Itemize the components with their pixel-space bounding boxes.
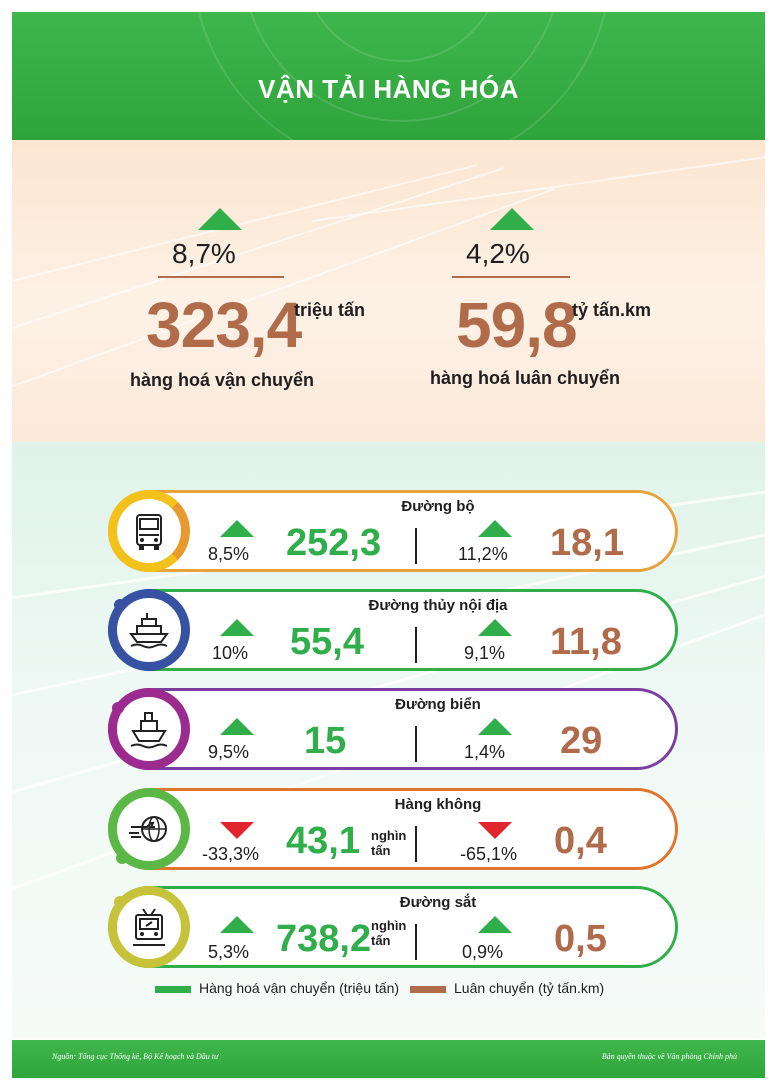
row-frame [108, 688, 678, 770]
up-arrow-icon [198, 208, 242, 230]
mode-name: Đường biển [395, 696, 481, 713]
rotation-change: 0,9% [462, 942, 504, 962]
separator [415, 726, 417, 762]
mode-row-inland-waterway: Đường thủy nội địa 10% 55,4 9,1% 11,8 [108, 589, 678, 671]
mode-row-road: Đường bộ 8,5% 252,3 11,2% 18,1 [108, 490, 678, 572]
row-frame [108, 589, 678, 671]
legend-swatch [155, 986, 191, 993]
separator [415, 826, 417, 862]
transport-unit: nghìn tấn [371, 828, 407, 858]
rotation-change: -65,1% [460, 844, 518, 864]
train-icon [108, 886, 190, 968]
transport-change: 9,5% [208, 742, 250, 762]
truck-icon [108, 490, 190, 572]
mode-name: Đường thủy nội địa [368, 597, 508, 614]
mode-name: Đường bộ [401, 498, 475, 515]
up-arrow-icon [220, 916, 254, 933]
transport-unit: nghìn tấn [371, 918, 407, 948]
rotation-value: 11,8 [550, 621, 622, 663]
rotation-change: 9,1% [464, 643, 506, 663]
legend-label: Hàng hoá vận chuyển (triệu tấn) [199, 980, 400, 996]
rotation-value: 0,5 [554, 918, 607, 960]
legend-label: Luân chuyển (tỷ tấn.km) [454, 980, 605, 996]
summary-rotated: 4,2% 59,8 tỷ tấn.km hàng hoá luân chuyển [430, 208, 710, 408]
down-arrow-icon [478, 822, 512, 839]
up-arrow-icon [220, 718, 254, 735]
mode-row-sea: Đường biển 9,5% 15 1,4% 29 [108, 688, 678, 770]
decor-dot [116, 852, 128, 864]
transport-value: 43,1 [286, 820, 360, 862]
header-banner: VẬN TẢI HÀNG HÓA [12, 12, 765, 140]
down-arrow-icon [220, 822, 254, 839]
up-arrow-icon [478, 718, 512, 735]
rotation-value: 29 [560, 720, 603, 762]
rotation-value: 0,4 [554, 820, 607, 862]
decor-dot [114, 896, 126, 908]
decor-dot [114, 599, 126, 611]
summary-section: 8,7% 323,4 triệu tấn hàng hoá vận chuyển… [12, 140, 765, 442]
transport-value: 55,4 [290, 621, 364, 663]
rotation-change: 11,2% [458, 544, 508, 564]
up-arrow-icon [478, 619, 512, 636]
summary-unit: tỷ tấn.km [572, 300, 652, 320]
summary-unit: triệu tấn [294, 300, 366, 320]
plane-globe-icon [108, 788, 190, 870]
legend-swatch [410, 986, 446, 993]
separator [415, 528, 417, 564]
transport-value: 738,2 [276, 918, 372, 960]
mode-name: Hàng không [394, 796, 482, 813]
rotation-change: 1,4% [464, 742, 506, 762]
transport-value: 252,3 [286, 522, 382, 564]
up-arrow-icon [220, 619, 254, 636]
summary-change: 4,2% [466, 238, 530, 269]
summary-transported: 8,7% 323,4 triệu tấn hàng hoá vận chuyển [130, 208, 410, 408]
copyright-note: Bản quyền thuộc về Văn phòng Chính phủ [601, 1052, 737, 1061]
summary-value: 323,4 [146, 289, 302, 361]
decor-dot [112, 702, 124, 714]
page-title: VẬN TẢI HÀNG HÓA [258, 74, 519, 104]
up-arrow-icon [478, 520, 512, 537]
transport-change: 5,3% [208, 942, 250, 962]
separator [415, 924, 417, 960]
up-arrow-icon [490, 208, 534, 230]
transport-value: 15 [304, 720, 347, 762]
row-frame [108, 490, 678, 572]
mode-row-air: Hàng không -33,3% 43,1 nghìn tấn -65,1% … [108, 788, 678, 870]
divider [452, 276, 570, 278]
transport-change: -33,3% [202, 844, 260, 864]
divider [158, 276, 284, 278]
summary-value: 59,8 [456, 289, 578, 361]
ship-icon [108, 688, 190, 770]
mode-row-rail: Đường sắt 5,3% 738,2 nghìn tấn 0,9% 0,5 [108, 886, 678, 968]
transport-change: 10% [212, 643, 249, 663]
transport-change: 8,5% [208, 544, 250, 564]
source-note: Nguồn: Tổng cục Thống kê, Bộ Kế hoạch và… [52, 1052, 219, 1061]
summary-change: 8,7% [172, 238, 236, 269]
up-arrow-icon [220, 520, 254, 537]
summary-label: hàng hoá luân chuyển [430, 368, 621, 388]
summary-label: hàng hoá vận chuyển [130, 370, 315, 390]
mode-name: Đường sắt [399, 894, 477, 911]
footer: Nguồn: Tổng cục Thống kê, Bộ Kế hoạch và… [12, 1040, 765, 1078]
rotation-value: 18,1 [550, 522, 624, 564]
up-arrow-icon [478, 916, 512, 933]
row-frame [108, 788, 678, 870]
separator [415, 627, 417, 663]
